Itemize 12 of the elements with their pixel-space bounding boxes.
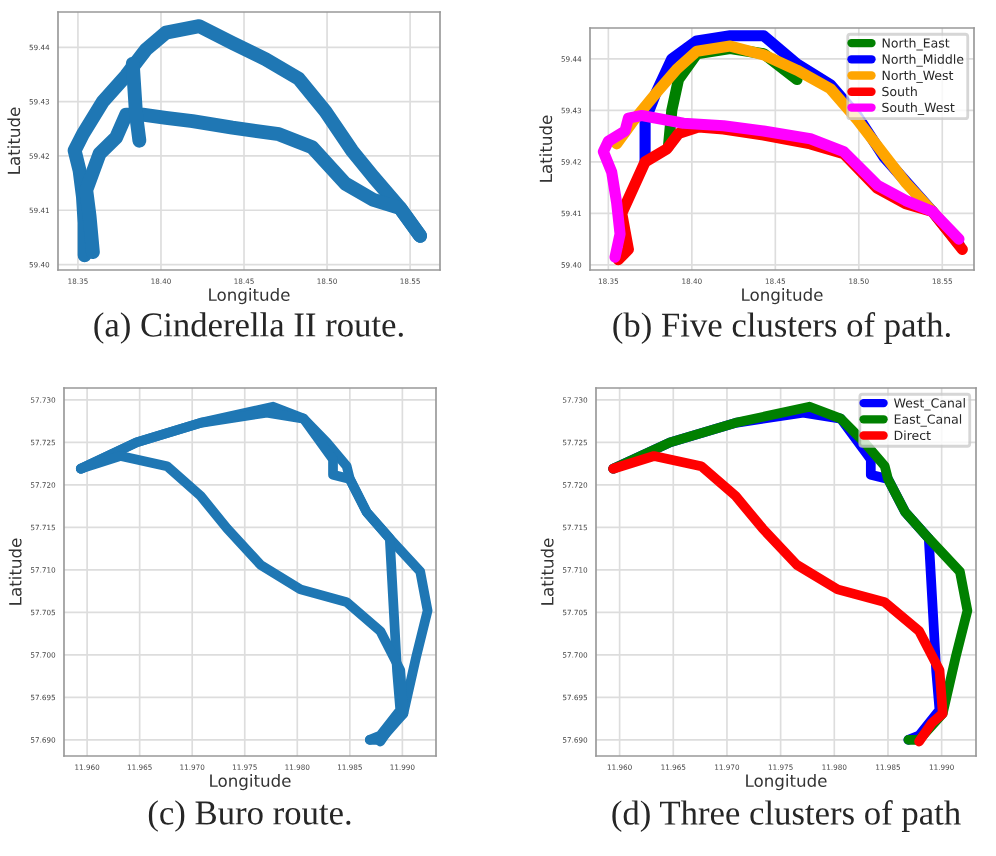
text: (c) Buro route. — [148, 800, 351, 832]
y-axis-title: Latitude — [540, 538, 554, 605]
text: (b) Five clusters of path. — [613, 312, 950, 344]
text: (d) Three clusters of path — [612, 800, 961, 832]
y-axis-title: Latitude — [8, 538, 22, 605]
x-axis-title: Longitude — [210, 774, 291, 791]
text: (a) Cinderella II route. — [94, 312, 403, 344]
x-axis-title: Longitude — [746, 774, 827, 791]
y-axis-title: Latitude — [7, 107, 21, 174]
x-axis-title: Longitude — [209, 288, 290, 305]
y-axis-title: Latitude — [539, 115, 553, 182]
x-axis-title: Longitude — [742, 288, 823, 305]
